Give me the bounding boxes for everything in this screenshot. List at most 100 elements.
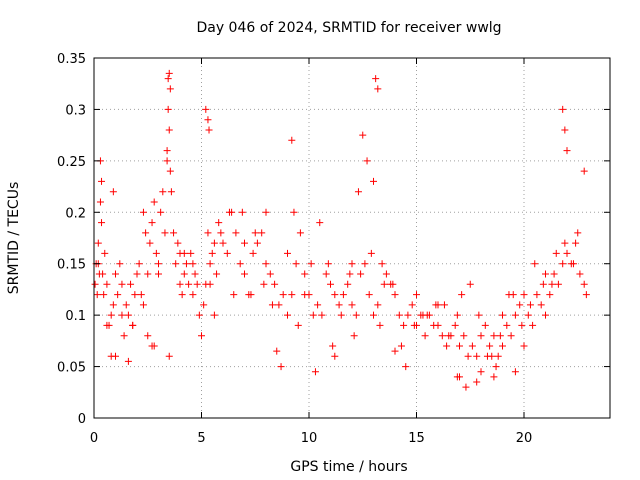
data-point bbox=[473, 378, 481, 386]
data-point bbox=[322, 270, 330, 278]
y-tick-label: 0.2 bbox=[65, 206, 86, 221]
data-point bbox=[445, 332, 453, 340]
data-point bbox=[133, 270, 141, 278]
data-point bbox=[421, 332, 429, 340]
data-point bbox=[101, 249, 109, 257]
data-point bbox=[146, 239, 154, 247]
data-point bbox=[554, 280, 562, 288]
data-point bbox=[279, 291, 287, 299]
data-point bbox=[361, 260, 369, 268]
data-point bbox=[576, 270, 584, 278]
data-point bbox=[331, 352, 339, 360]
data-point bbox=[202, 105, 210, 113]
data-point bbox=[166, 167, 174, 175]
data-point bbox=[370, 177, 377, 185]
data-point bbox=[505, 291, 513, 299]
data-point bbox=[335, 301, 343, 309]
data-point bbox=[481, 321, 489, 329]
data-point bbox=[531, 260, 539, 268]
data-point bbox=[288, 291, 296, 299]
data-point bbox=[374, 301, 382, 309]
data-point bbox=[236, 260, 244, 268]
data-point bbox=[150, 342, 158, 350]
grid-lines bbox=[94, 58, 610, 418]
data-point bbox=[456, 342, 463, 350]
data-point bbox=[451, 321, 459, 329]
data-point bbox=[155, 270, 162, 278]
data-point bbox=[189, 291, 197, 299]
data-point bbox=[148, 219, 156, 227]
data-point bbox=[238, 208, 246, 216]
data-point bbox=[499, 342, 506, 350]
data-point bbox=[109, 301, 117, 309]
data-point bbox=[552, 249, 560, 257]
data-point bbox=[559, 260, 567, 268]
data-point bbox=[185, 280, 193, 288]
x-tick-label: 15 bbox=[408, 431, 425, 446]
data-point bbox=[329, 342, 337, 350]
data-point bbox=[372, 75, 380, 83]
data-point bbox=[260, 280, 268, 288]
data-point bbox=[395, 311, 403, 319]
data-point bbox=[391, 291, 399, 299]
data-point bbox=[284, 249, 291, 257]
data-point bbox=[176, 280, 184, 288]
data-point bbox=[139, 301, 147, 309]
data-point bbox=[318, 311, 326, 319]
data-point bbox=[365, 291, 373, 299]
data-point bbox=[496, 332, 504, 340]
data-point bbox=[574, 229, 582, 237]
data-point bbox=[195, 311, 203, 319]
data-point bbox=[404, 311, 412, 319]
data-point bbox=[370, 311, 377, 319]
data-point bbox=[124, 311, 132, 319]
data-point bbox=[112, 352, 119, 360]
y-tick-label: 0.35 bbox=[57, 52, 86, 67]
data-point bbox=[438, 332, 446, 340]
data-point bbox=[204, 116, 212, 124]
data-point bbox=[492, 363, 500, 371]
data-point bbox=[419, 311, 427, 319]
data-point bbox=[539, 280, 547, 288]
data-point bbox=[477, 368, 485, 376]
data-point bbox=[486, 342, 494, 350]
data-point bbox=[241, 239, 248, 247]
data-point bbox=[473, 352, 481, 360]
data-point bbox=[205, 126, 213, 134]
data-point bbox=[99, 270, 107, 278]
data-point bbox=[440, 301, 448, 309]
data-point bbox=[164, 75, 172, 83]
data-point bbox=[258, 229, 266, 237]
data-point bbox=[166, 85, 174, 93]
data-point bbox=[206, 260, 214, 268]
data-point bbox=[232, 229, 240, 237]
data-point bbox=[191, 270, 199, 278]
data-point bbox=[94, 239, 102, 247]
data-point bbox=[462, 383, 470, 391]
data-point bbox=[507, 332, 515, 340]
data-point bbox=[363, 157, 371, 165]
data-point bbox=[382, 270, 390, 278]
data-point bbox=[357, 270, 365, 278]
data-point bbox=[477, 332, 485, 340]
data-point bbox=[103, 321, 111, 329]
data-point bbox=[580, 280, 588, 288]
data-point bbox=[529, 321, 537, 329]
data-point bbox=[131, 291, 139, 299]
data-point bbox=[275, 301, 283, 309]
data-point bbox=[165, 352, 173, 360]
data-point bbox=[376, 321, 384, 329]
data-point bbox=[582, 291, 590, 299]
data-point bbox=[537, 301, 545, 309]
data-point bbox=[241, 270, 248, 278]
data-point bbox=[144, 270, 152, 278]
data-point bbox=[96, 198, 104, 206]
data-point bbox=[314, 301, 322, 309]
data-point bbox=[118, 311, 126, 319]
data-point bbox=[516, 301, 524, 309]
data-point bbox=[464, 352, 472, 360]
data-point bbox=[542, 270, 549, 278]
x-tick-label: 10 bbox=[301, 431, 318, 446]
data-point bbox=[251, 229, 259, 237]
data-point bbox=[367, 249, 375, 257]
